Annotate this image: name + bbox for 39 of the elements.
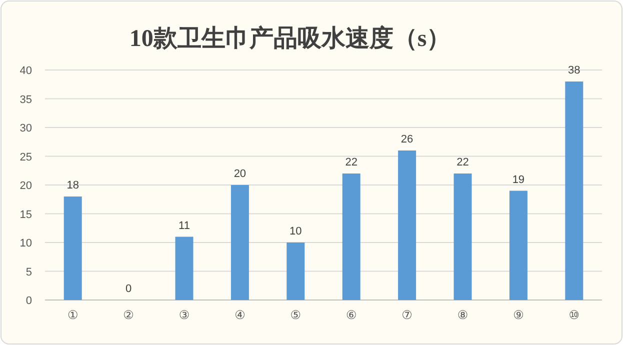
y-tick-label: 0: [26, 295, 32, 307]
data-label: 11: [178, 220, 190, 232]
bar: [565, 82, 584, 300]
y-tick-label: 25: [20, 151, 32, 164]
bar: [509, 190, 528, 300]
y-tick-label: 5: [26, 266, 32, 278]
y-tick-label: 35: [20, 94, 32, 106]
bar: [230, 185, 249, 300]
data-label: 0: [125, 283, 132, 295]
bar: [64, 196, 82, 300]
data-label: 38: [568, 64, 580, 76]
bar: [454, 174, 472, 300]
y-tick-label: 15: [20, 208, 32, 221]
x-tick-label: ②: [123, 308, 134, 322]
data-label: 20: [234, 168, 246, 180]
x-tick-label: ④: [234, 308, 246, 322]
y-tick-label: 30: [20, 122, 32, 134]
data-label: 22: [345, 156, 358, 168]
data-label: 19: [512, 174, 525, 186]
x-tick-label: ⑤: [290, 308, 302, 322]
data-label: 22: [456, 156, 469, 168]
y-tick-label: 40: [20, 65, 32, 77]
x-tick-label: ⑨: [513, 308, 524, 322]
bar: [286, 242, 305, 300]
x-tick-label: ⑩: [568, 308, 580, 322]
x-tick-label: ③: [178, 308, 190, 322]
x-tick-label: ⑥: [346, 308, 357, 322]
x-tick-label: ⑧: [457, 308, 468, 322]
y-tick-label: 20: [20, 180, 32, 192]
data-label: 10: [290, 226, 302, 238]
bar: [342, 174, 360, 300]
x-tick-label: ①: [67, 308, 78, 322]
data-label: 26: [400, 134, 414, 146]
data-label: 18: [66, 180, 79, 192]
chart-title: 10款卫生巾产品吸水速度（s）: [129, 25, 451, 52]
bar: [175, 236, 194, 300]
x-tick-label: ⑦: [402, 308, 412, 322]
y-tick-label: 10: [20, 238, 32, 250]
bar: [398, 150, 416, 300]
